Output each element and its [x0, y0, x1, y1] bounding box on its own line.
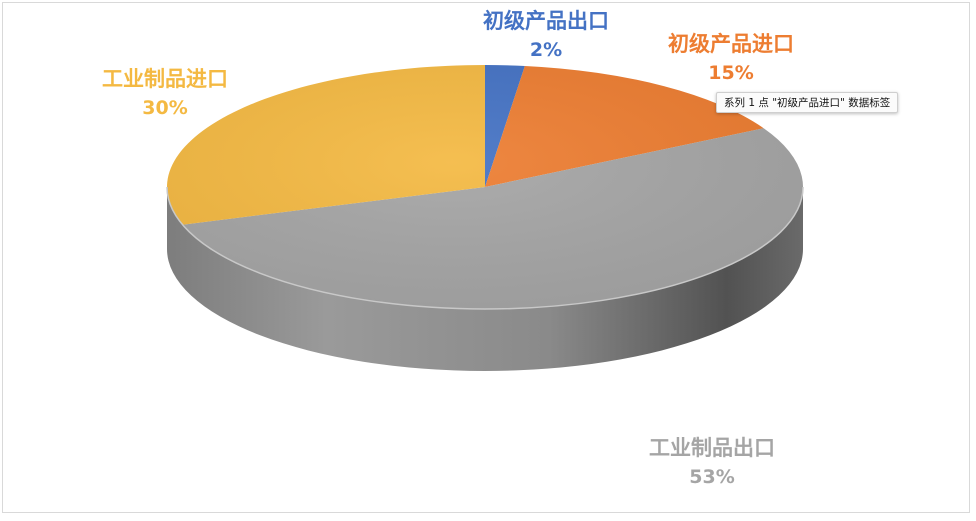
data-label-3[interactable]: 工业制品进口 30%: [102, 64, 228, 122]
tooltip: 系列 1 点 "初级产品进口" 数据标签: [716, 92, 899, 113]
data-label-1[interactable]: 初级产品进口 15%: [668, 29, 794, 87]
pie-rim: [166, 186, 804, 310]
data-label-0[interactable]: 初级产品出口 2%: [483, 6, 609, 64]
data-label-2[interactable]: 工业制品出口 53%: [649, 433, 775, 491]
slice-name-label: 初级产品进口: [668, 32, 794, 56]
slice-percent-label: 2%: [529, 39, 563, 61]
pie-top-shading: [167, 65, 803, 309]
pie-side-wall: [167, 187, 803, 371]
slice-percent-label: 30%: [142, 97, 188, 119]
slice-percent-label: 15%: [708, 62, 754, 84]
slice-name-label: 初级产品出口: [483, 9, 609, 33]
slice-name-label: 工业制品进口: [102, 67, 228, 91]
slice-percent-label: 53%: [689, 466, 735, 488]
slice-name-label: 工业制品出口: [649, 436, 775, 460]
